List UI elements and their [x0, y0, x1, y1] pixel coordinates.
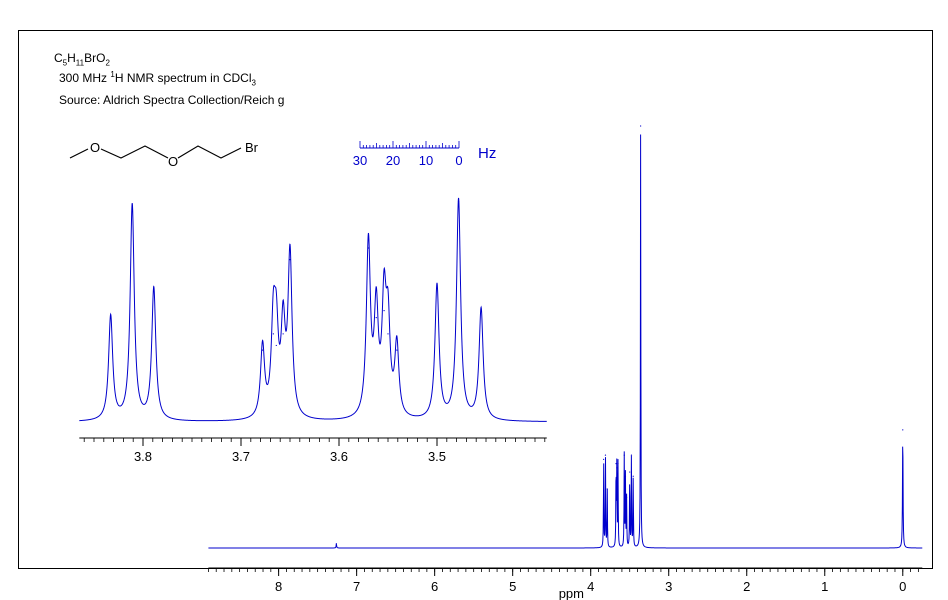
inset-peak-6: [282, 333, 284, 335]
inset-peak-4: [272, 333, 274, 335]
inset-peak-15: [480, 310, 482, 312]
main-peak-3: [606, 488, 608, 490]
main-tick-label: 7: [353, 579, 360, 594]
oxygen-atom-2: O: [168, 154, 178, 169]
main-tick-label: 6: [431, 579, 438, 594]
main-tick-label: 0: [899, 579, 906, 594]
plot-frame: [18, 30, 933, 569]
inset-peak-5: [275, 344, 277, 347]
main-peak-7: [623, 454, 625, 456]
molecule-structure: [69, 145, 242, 159]
main-peak-9: [625, 496, 628, 498]
main-peak-10: [629, 471, 631, 473]
hz-scale-label: 10: [419, 153, 433, 168]
inset-trace: [79, 197, 547, 422]
inset-peak-14: [457, 201, 460, 203]
hz-scale-label: 0: [455, 153, 462, 168]
main-x-label: ppm: [559, 586, 584, 600]
main-peak-0: [335, 543, 337, 545]
hz-scale-label: 30: [353, 153, 367, 168]
hz-unit-label: Hz: [478, 145, 496, 162]
main-tick-label: 5: [509, 579, 516, 594]
main-peak-6: [617, 463, 619, 465]
main-peak-11: [630, 454, 633, 456]
hz-scale-bar: 30 20 10 0 Hz: [353, 141, 496, 168]
hz-scale-label: 20: [386, 153, 400, 168]
inset-peak-2: [153, 289, 155, 291]
main-tick-label: 8: [275, 579, 282, 594]
source-label: Source: Aldrich Spectra Collection/Reich…: [59, 93, 285, 107]
main-peak-14: [902, 429, 904, 431]
inset-peak-1: [131, 205, 133, 207]
inset-peak-9: [375, 317, 377, 319]
spectrum-description: 300 MHz 1H NMR spectrum in CDCl3: [59, 70, 256, 88]
inset-peak-8: [367, 247, 369, 249]
main-tick-label: 4: [587, 579, 594, 594]
main-peak-12: [632, 475, 634, 477]
formula-label: C5H11BrO2: [54, 51, 110, 68]
main-peak-13: [640, 125, 642, 127]
bromine-atom: Br: [245, 140, 259, 155]
main-peak-1: [603, 458, 605, 460]
inset-peak-12: [396, 349, 398, 351]
inset-tick-label: 3.5: [428, 449, 446, 464]
inset-expansion: 3.8 3.7 3.6 3.5: [79, 197, 547, 464]
oxygen-atom-1: O: [90, 140, 100, 155]
inset-peak-10: [383, 310, 385, 312]
main-peak-4: [615, 463, 617, 465]
main-tick-label: 3: [665, 579, 672, 594]
inset-peak-13: [436, 286, 438, 289]
inset-peak-7: [289, 259, 291, 261]
inset-tick-label: 3.7: [232, 449, 250, 464]
inset-peak-3: [261, 349, 264, 351]
inset-tick-label: 3.8: [134, 449, 152, 464]
inset-peak-11: [387, 333, 389, 335]
main-peak-2: [604, 454, 607, 456]
inset-peak-0: [110, 317, 112, 319]
main-tick-label: 2: [743, 579, 750, 594]
main-peak-8: [624, 475, 627, 477]
main-peak-5: [616, 467, 618, 469]
main-trace: [208, 134, 923, 549]
main-tick-label: 1: [821, 579, 828, 594]
inset-tick-label: 3.6: [330, 449, 348, 464]
